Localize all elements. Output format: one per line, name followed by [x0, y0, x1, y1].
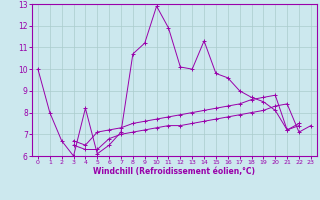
X-axis label: Windchill (Refroidissement éolien,°C): Windchill (Refroidissement éolien,°C) — [93, 167, 255, 176]
